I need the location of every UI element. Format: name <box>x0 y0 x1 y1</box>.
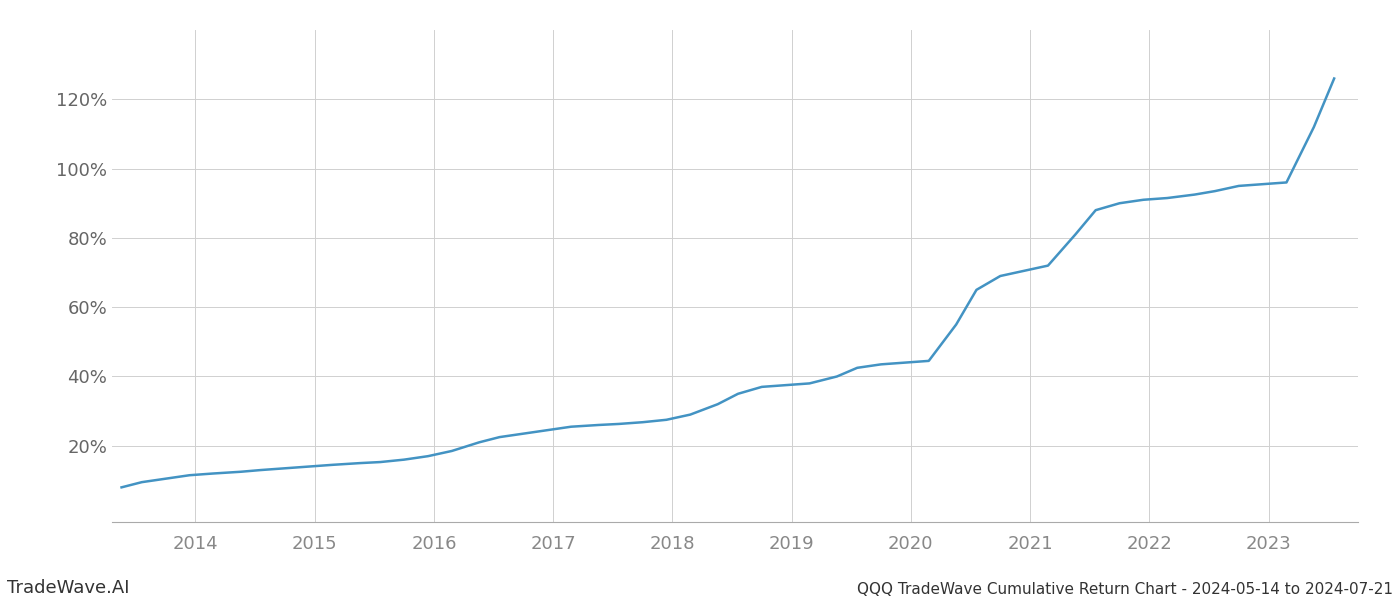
Text: QQQ TradeWave Cumulative Return Chart - 2024-05-14 to 2024-07-21: QQQ TradeWave Cumulative Return Chart - … <box>857 582 1393 597</box>
Text: TradeWave.AI: TradeWave.AI <box>7 579 129 597</box>
